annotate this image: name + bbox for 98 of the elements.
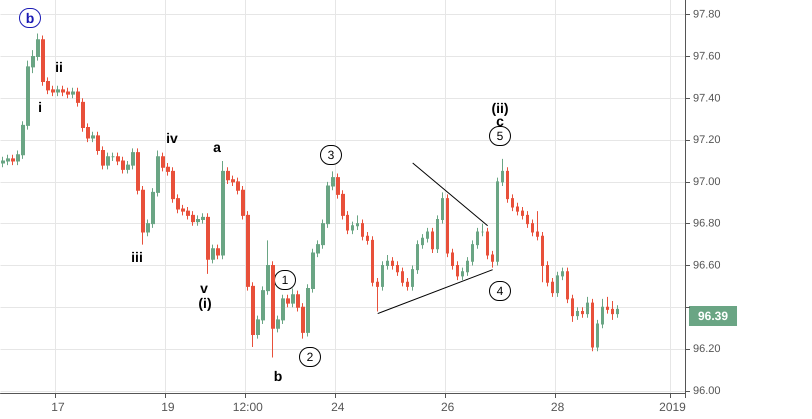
candlestick — [366, 232, 369, 246]
candlestick — [401, 267, 404, 287]
candlestick — [451, 248, 454, 270]
candlestick — [571, 294, 574, 322]
candlestick — [381, 260, 384, 292]
y-tick-label: 97.00 — [693, 176, 721, 188]
candlestick — [56, 85, 60, 97]
candlestick — [606, 296, 609, 314]
x-tick-label: 12:00 — [232, 400, 264, 414]
annotation: a — [213, 139, 222, 155]
candlestick — [616, 304, 619, 318]
y-tick-label: 96.20 — [693, 343, 721, 356]
candlestick — [221, 160, 225, 260]
candlestick — [371, 236, 374, 287]
candlestick — [526, 210, 529, 228]
candlestick — [376, 278, 379, 312]
candlestick — [591, 298, 594, 352]
candlestick — [481, 223, 484, 237]
candlestick — [516, 202, 519, 216]
candlestick — [91, 131, 95, 143]
annotation: i — [38, 99, 42, 115]
candlestick — [456, 260, 459, 281]
candlestick — [536, 210, 539, 241]
annotation: c — [496, 113, 504, 129]
x-tick-label: 19 — [161, 400, 175, 414]
candlestick — [566, 267, 569, 304]
candlestick — [521, 206, 524, 220]
annotation: b — [274, 368, 282, 384]
x-tick-label: 2019 — [659, 400, 686, 414]
y-tick-label: 97.40 — [693, 92, 721, 104]
candlestick — [431, 227, 434, 254]
annotation: 4 — [496, 284, 504, 298]
candlestick — [586, 296, 589, 318]
candlestick — [491, 250, 494, 268]
y-tick-label: 97.60 — [693, 50, 721, 62]
candlestick — [471, 240, 474, 266]
annotation: 2 — [306, 350, 314, 364]
candlestick — [466, 256, 469, 276]
annotation: iii — [131, 249, 143, 265]
candlestick — [356, 214, 359, 230]
candlestick — [541, 232, 544, 283]
y-tick-label: 97.20 — [693, 134, 721, 146]
candlestick — [486, 227, 489, 260]
candlestick — [11, 154, 15, 166]
candlestick — [391, 256, 394, 270]
candlestick — [441, 192, 444, 224]
candlestick — [596, 319, 599, 352]
candlestick — [601, 298, 604, 329]
candlestick — [361, 218, 364, 241]
x-tick-label: 26 — [440, 400, 455, 414]
x-tick-label: 28 — [550, 400, 565, 414]
candlestick — [476, 227, 479, 250]
candlestick — [531, 218, 534, 237]
candlestick — [551, 278, 554, 298]
candlestick — [506, 166, 509, 204]
candlestick — [446, 194, 449, 258]
annotation: 3 — [328, 148, 335, 162]
candlestick — [546, 260, 549, 287]
candlestick — [581, 306, 584, 318]
candlestick — [496, 177, 499, 266]
candlestick — [611, 300, 614, 320]
candlestick — [406, 278, 409, 292]
candlestick — [396, 260, 399, 276]
y-tick-label: 96.80 — [693, 218, 721, 230]
candlestick — [561, 267, 564, 281]
candlestick — [286, 294, 290, 308]
candlestick — [411, 264, 414, 292]
text: 96.39 — [698, 309, 728, 323]
candlestick — [436, 214, 439, 254]
candlestick — [511, 194, 514, 212]
y-tick-label: 97.80 — [693, 8, 721, 21]
candlestick — [556, 271, 559, 298]
annotation: b — [26, 10, 34, 26]
candlestick — [271, 260, 275, 358]
x-tick-label: 24 — [331, 400, 345, 414]
annotation: (i) — [198, 295, 212, 311]
annotation: v — [200, 280, 208, 296]
annotation: 5 — [496, 129, 504, 143]
candlestick — [416, 240, 419, 274]
candlestick — [501, 158, 504, 187]
annotation: ii — [55, 59, 63, 75]
candlestick — [421, 234, 424, 250]
candlestick — [206, 212, 210, 274]
candlestick — [461, 267, 464, 281]
candlestick — [211, 244, 215, 264]
x-tick-label: 17 — [51, 400, 65, 414]
candlestick — [426, 227, 429, 243]
candlestick — [71, 87, 75, 99]
annotation: iv — [166, 130, 178, 146]
y-tick-label: 96.60 — [693, 259, 721, 272]
candlestick — [216, 244, 220, 260]
candlestick — [576, 306, 579, 320]
y-tick-label: 96.00 — [693, 384, 721, 397]
candlestick — [386, 254, 389, 270]
annotation: 1 — [282, 273, 289, 287]
annotation: (ii) — [491, 100, 509, 116]
candlestick — [351, 221, 354, 235]
candlestick — [291, 288, 295, 308]
